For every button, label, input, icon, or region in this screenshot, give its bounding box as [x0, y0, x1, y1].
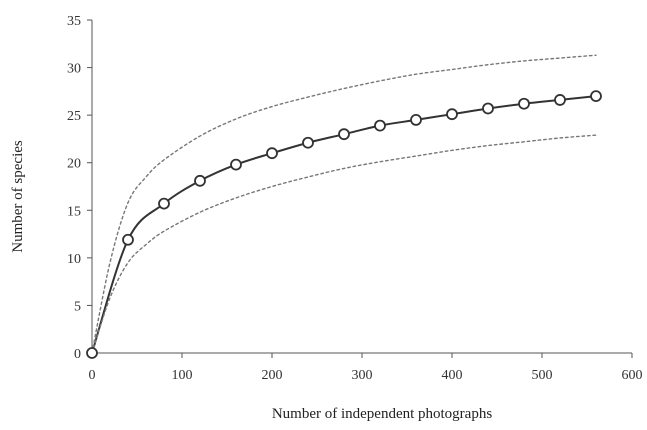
y-tick-label: 5 — [74, 299, 81, 314]
data-point-marker — [410, 114, 422, 126]
y-tick-label: 0 — [74, 347, 81, 362]
data-point-marker — [338, 128, 350, 141]
y-tick-label: 35 — [67, 14, 81, 29]
data-point-marker — [590, 90, 602, 103]
x-tick-label: 0 — [89, 368, 96, 383]
confidence-bound-line-2 — [91, 134, 597, 354]
data-point-marker — [446, 108, 458, 121]
marker-layer — [86, 90, 602, 359]
x-tick-label: 200 — [262, 368, 283, 383]
x-tick-label: 500 — [532, 368, 553, 383]
y-tick-label: 20 — [67, 157, 81, 172]
x-axis-title: Number of independent photographs — [272, 406, 493, 422]
y-tick-label: 25 — [67, 109, 81, 124]
y-axis-title: Number of species — [10, 140, 26, 253]
x-tick-label: 100 — [172, 368, 193, 383]
y-tick-label: 15 — [67, 204, 81, 219]
y-tick-label: 30 — [67, 62, 81, 77]
data-point-marker — [158, 197, 170, 210]
x-tick-label: 400 — [442, 368, 463, 383]
data-point-marker — [482, 102, 494, 115]
data-point-marker — [122, 233, 134, 246]
data-point-marker — [554, 94, 566, 106]
data-point-marker — [374, 119, 386, 132]
data-point-marker — [518, 97, 530, 110]
tick-labels: 0 5 10 15 20 25 30 35 0 100 200 300 400 500 600 — [67, 14, 643, 383]
data-point-marker — [266, 147, 278, 160]
data-point-marker — [302, 136, 314, 149]
x-tick-label: 600 — [622, 368, 643, 383]
axes — [87, 19, 633, 358]
confidence-bound-line-1 — [91, 54, 597, 354]
data-point-marker — [86, 347, 98, 359]
y-tick-label: 10 — [67, 252, 81, 267]
data-point-marker — [230, 158, 242, 171]
x-tick-label: 300 — [352, 368, 373, 383]
data-point-marker — [194, 174, 206, 187]
